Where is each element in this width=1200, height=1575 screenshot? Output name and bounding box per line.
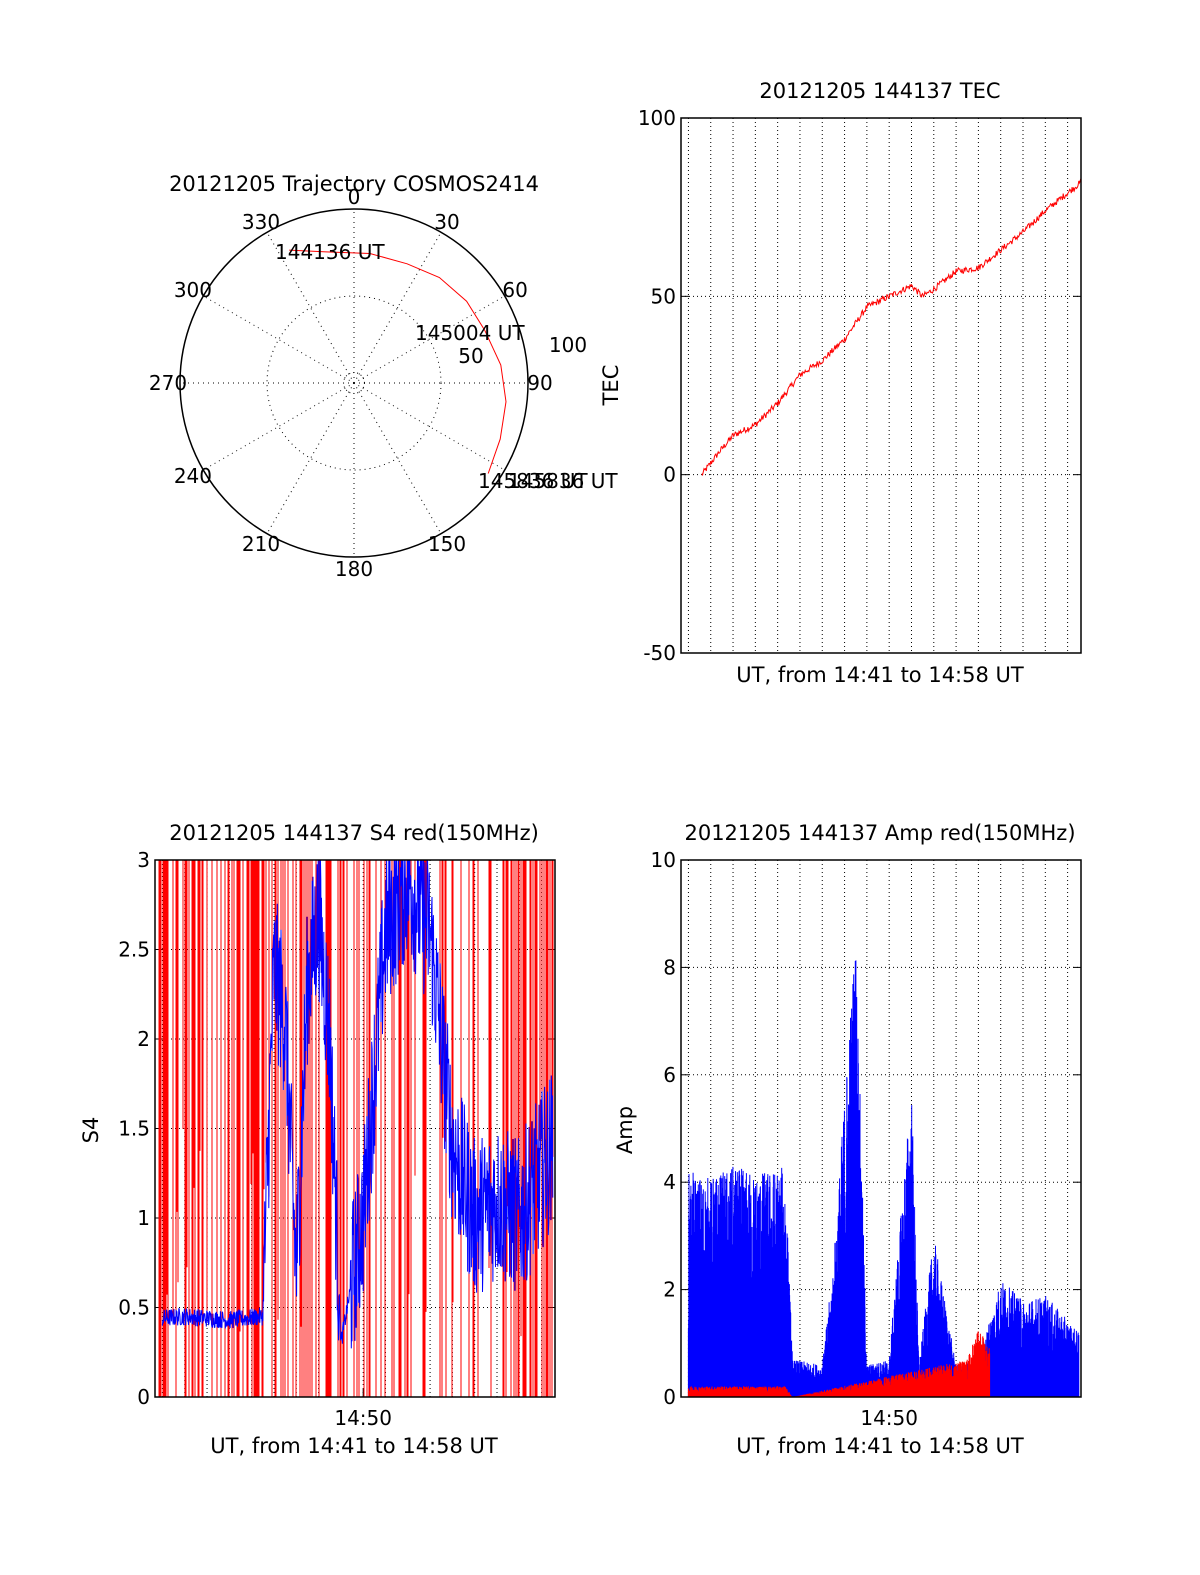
amp-chart: 20121205 144137 Amp red(150MHz) 0 2 4 6 8 10 1… xyxy=(613,821,1082,1458)
tec-ylabel: TEC xyxy=(599,365,623,407)
tec-grid xyxy=(681,118,1081,653)
radial-label: 50 xyxy=(458,344,483,368)
amp-xlabel: UT, from 14:41 to 14:58 UT xyxy=(736,1434,1024,1458)
s4-blue-line xyxy=(161,860,554,1349)
polar-spoke xyxy=(353,382,505,471)
polar-spoke xyxy=(353,295,505,384)
trajectory-time-label: 145004 UT xyxy=(415,321,525,345)
tec-series xyxy=(701,178,1081,477)
polar-inner-circle xyxy=(266,295,442,471)
s4-chart: 20121205 144137 S4 red(150MHz) 0 0.5 1 1.5 2… xyxy=(79,821,556,1458)
azimuth-label: 150 xyxy=(428,532,466,556)
y-tick-label: 0 xyxy=(663,463,676,487)
y-tick-label: 1.5 xyxy=(118,1117,150,1141)
polar-spoke xyxy=(353,382,442,534)
polar-spoke xyxy=(203,382,355,471)
polar-grid xyxy=(179,208,529,558)
y-tick-label: 0 xyxy=(137,1385,150,1409)
tec-plot-frame xyxy=(680,117,1082,654)
tec-xlabel: UT, from 14:41 to 14:58 UT xyxy=(736,663,1024,687)
s4-title: 20121205 144137 S4 red(150MHz) xyxy=(169,821,539,845)
s4-series xyxy=(158,860,554,1397)
azimuth-label: 180 xyxy=(335,557,373,581)
amp-blue-trace xyxy=(687,960,1080,1397)
trajectory-polar-chart: 20121205 Trajectory COSMOS2414 0 30 60 90 15… xyxy=(149,172,618,581)
trajectory-line xyxy=(289,249,507,474)
polar-spoke xyxy=(203,295,355,384)
y-tick-label: -50 xyxy=(643,641,676,665)
amp-ylabel: Amp xyxy=(613,1106,637,1154)
azimuth-label: 60 xyxy=(502,278,527,302)
amp-title: 20121205 144137 Amp red(150MHz) xyxy=(684,821,1075,845)
tec-ticks: -50 0 50 100 xyxy=(638,106,1081,665)
s4-ticks: 0 0.5 1 1.5 2 2.5 3 14:50 xyxy=(118,848,555,1430)
azimuth-label: 330 xyxy=(242,210,280,234)
radial-label: 100 xyxy=(549,333,587,357)
y-tick-label: 100 xyxy=(638,106,676,130)
polar-trajectory xyxy=(289,249,507,474)
polar-outer-circle xyxy=(179,208,529,558)
amp-plot-frame xyxy=(680,859,1082,1398)
azimuth-label: 210 xyxy=(242,532,280,556)
azimuth-label: 90 xyxy=(527,371,552,395)
y-tick-label: 0 xyxy=(663,1385,676,1409)
trajectory-time-label: 144136 UT xyxy=(275,240,385,264)
trajectory-time-label: 145836 UT xyxy=(478,469,588,493)
s4-plot-frame xyxy=(154,859,556,1398)
azimuth-label: 30 xyxy=(434,210,459,234)
amp-red-trace xyxy=(687,1331,991,1397)
s4-red-spikes xyxy=(158,860,554,1397)
trajectory-title: 20121205 Trajectory COSMOS2414 xyxy=(169,172,539,196)
x-tick-label: 14:50 xyxy=(334,1406,392,1430)
azimuth-label: 240 xyxy=(174,464,212,488)
y-tick-label: 4 xyxy=(663,1170,676,1194)
y-tick-label: 2.5 xyxy=(118,938,150,962)
y-tick-label: 1 xyxy=(137,1206,150,1230)
s4-xlabel: UT, from 14:41 to 14:58 UT xyxy=(210,1434,498,1458)
s4-ylabel: S4 xyxy=(79,1117,103,1144)
y-tick-label: 2 xyxy=(137,1027,150,1051)
y-tick-label: 8 xyxy=(663,955,676,979)
azimuth-label: 0 xyxy=(348,185,361,209)
tec-line xyxy=(701,178,1081,477)
x-tick-label: 14:50 xyxy=(860,1406,918,1430)
azimuth-label: 270 xyxy=(149,371,187,395)
polar-spoke xyxy=(266,382,355,534)
y-tick-label: 0.5 xyxy=(118,1296,150,1320)
azimuth-label: 300 xyxy=(174,278,212,302)
amp-series xyxy=(687,960,1080,1397)
y-tick-label: 50 xyxy=(651,284,676,308)
tec-chart: 20121205 144137 TEC -50 0 50 100 TEC UT, fr… xyxy=(599,79,1082,687)
y-tick-label: 3 xyxy=(137,848,150,872)
polar-azimuth-labels: 0 30 60 90 150 180 210 240 270 300 330 50 100 xyxy=(149,185,587,581)
polar-spoke xyxy=(353,232,442,384)
y-tick-label: 6 xyxy=(663,1063,676,1087)
y-tick-label: 10 xyxy=(651,848,676,872)
tec-title: 20121205 144137 TEC xyxy=(759,79,1000,103)
trajectory-time-label: 145836 UT xyxy=(508,469,618,493)
y-tick-label: 2 xyxy=(663,1278,676,1302)
polar-spoke xyxy=(266,232,355,384)
